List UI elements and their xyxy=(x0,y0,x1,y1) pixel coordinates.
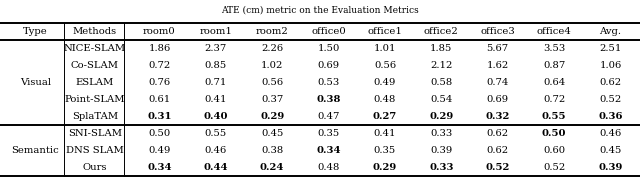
Text: 0.48: 0.48 xyxy=(317,163,340,172)
Text: 0.32: 0.32 xyxy=(486,112,510,121)
Text: 0.39: 0.39 xyxy=(598,163,623,172)
Text: office2: office2 xyxy=(424,27,459,36)
Text: office0: office0 xyxy=(311,27,346,36)
Text: SplaTAM: SplaTAM xyxy=(72,112,118,121)
Text: 2.12: 2.12 xyxy=(430,61,452,70)
Text: 1.02: 1.02 xyxy=(261,61,284,70)
Text: Point-SLAM: Point-SLAM xyxy=(65,95,125,104)
Text: 0.76: 0.76 xyxy=(148,78,170,87)
Text: 0.58: 0.58 xyxy=(430,78,452,87)
Text: 0.46: 0.46 xyxy=(205,146,227,155)
Text: 0.34: 0.34 xyxy=(316,146,341,155)
Text: 1.06: 1.06 xyxy=(600,61,621,70)
Text: 3.53: 3.53 xyxy=(543,44,565,53)
Text: 0.60: 0.60 xyxy=(543,146,565,155)
Text: Visual: Visual xyxy=(20,78,51,87)
Text: 0.33: 0.33 xyxy=(429,163,454,172)
Text: 0.87: 0.87 xyxy=(543,61,565,70)
Text: 0.74: 0.74 xyxy=(486,78,509,87)
Text: office1: office1 xyxy=(367,27,403,36)
Text: 0.56: 0.56 xyxy=(261,78,284,87)
Text: 0.64: 0.64 xyxy=(543,78,565,87)
Text: 0.53: 0.53 xyxy=(317,78,340,87)
Text: room2: room2 xyxy=(256,27,289,36)
Text: Methods: Methods xyxy=(73,27,116,36)
Text: 0.62: 0.62 xyxy=(600,78,621,87)
Text: 0.47: 0.47 xyxy=(317,112,340,121)
Text: 0.31: 0.31 xyxy=(147,112,172,121)
Text: 0.50: 0.50 xyxy=(148,129,170,138)
Text: 0.38: 0.38 xyxy=(261,146,284,155)
Text: 0.40: 0.40 xyxy=(204,112,228,121)
Text: 0.52: 0.52 xyxy=(543,163,565,172)
Text: Type: Type xyxy=(23,27,47,36)
Text: 0.55: 0.55 xyxy=(205,129,227,138)
Text: office3: office3 xyxy=(481,27,515,36)
Text: office4: office4 xyxy=(537,27,572,36)
Text: 1.62: 1.62 xyxy=(486,61,509,70)
Text: ATE (cm) metric on the Evaluation Metrics: ATE (cm) metric on the Evaluation Metric… xyxy=(221,5,419,14)
Text: room0: room0 xyxy=(143,27,176,36)
Text: 0.49: 0.49 xyxy=(148,146,171,155)
Text: Semantic: Semantic xyxy=(12,146,59,155)
Text: 0.52: 0.52 xyxy=(600,95,621,104)
Text: 2.26: 2.26 xyxy=(261,44,284,53)
Text: 0.36: 0.36 xyxy=(598,112,623,121)
Text: 0.29: 0.29 xyxy=(429,112,454,121)
Text: 1.50: 1.50 xyxy=(317,44,340,53)
Text: 0.29: 0.29 xyxy=(260,112,284,121)
Text: 0.37: 0.37 xyxy=(261,95,284,104)
Text: 0.62: 0.62 xyxy=(486,129,509,138)
Text: 1.01: 1.01 xyxy=(374,44,396,53)
Text: 0.56: 0.56 xyxy=(374,61,396,70)
Text: DNS SLAM: DNS SLAM xyxy=(66,146,124,155)
Text: Avg.: Avg. xyxy=(600,27,621,36)
Text: 0.45: 0.45 xyxy=(599,146,621,155)
Text: 0.35: 0.35 xyxy=(374,146,396,155)
Text: 0.69: 0.69 xyxy=(317,61,340,70)
Text: 0.50: 0.50 xyxy=(542,129,566,138)
Text: 0.27: 0.27 xyxy=(373,112,397,121)
Text: 0.46: 0.46 xyxy=(600,129,621,138)
Text: 0.72: 0.72 xyxy=(148,61,170,70)
Text: Co-SLAM: Co-SLAM xyxy=(70,61,119,70)
Text: 0.33: 0.33 xyxy=(430,129,452,138)
Text: 0.39: 0.39 xyxy=(430,146,452,155)
Text: 5.67: 5.67 xyxy=(486,44,509,53)
Text: 0.85: 0.85 xyxy=(205,61,227,70)
Text: 1.85: 1.85 xyxy=(430,44,452,53)
Text: 0.49: 0.49 xyxy=(374,78,396,87)
Text: 0.35: 0.35 xyxy=(317,129,340,138)
Text: 1.86: 1.86 xyxy=(148,44,170,53)
Text: NICE-SLAM: NICE-SLAM xyxy=(63,44,126,53)
Text: 2.37: 2.37 xyxy=(205,44,227,53)
Text: 0.61: 0.61 xyxy=(148,95,170,104)
Text: 0.71: 0.71 xyxy=(205,78,227,87)
Text: 0.52: 0.52 xyxy=(486,163,510,172)
Text: 0.72: 0.72 xyxy=(543,95,565,104)
Text: 0.41: 0.41 xyxy=(374,129,396,138)
Text: 0.44: 0.44 xyxy=(204,163,228,172)
Text: 0.48: 0.48 xyxy=(374,95,396,104)
Text: Ours: Ours xyxy=(83,163,107,172)
Text: 0.62: 0.62 xyxy=(486,146,509,155)
Text: 0.38: 0.38 xyxy=(316,95,340,104)
Text: ESLAM: ESLAM xyxy=(76,78,114,87)
Text: SNI-SLAM: SNI-SLAM xyxy=(68,129,122,138)
Text: 0.41: 0.41 xyxy=(205,95,227,104)
Text: room1: room1 xyxy=(199,27,232,36)
Text: 0.24: 0.24 xyxy=(260,163,284,172)
Text: 0.55: 0.55 xyxy=(542,112,566,121)
Text: 0.29: 0.29 xyxy=(373,163,397,172)
Text: 0.69: 0.69 xyxy=(486,95,509,104)
Text: 0.34: 0.34 xyxy=(147,163,172,172)
Text: 0.54: 0.54 xyxy=(430,95,452,104)
Text: 0.45: 0.45 xyxy=(261,129,284,138)
Text: 2.51: 2.51 xyxy=(599,44,621,53)
